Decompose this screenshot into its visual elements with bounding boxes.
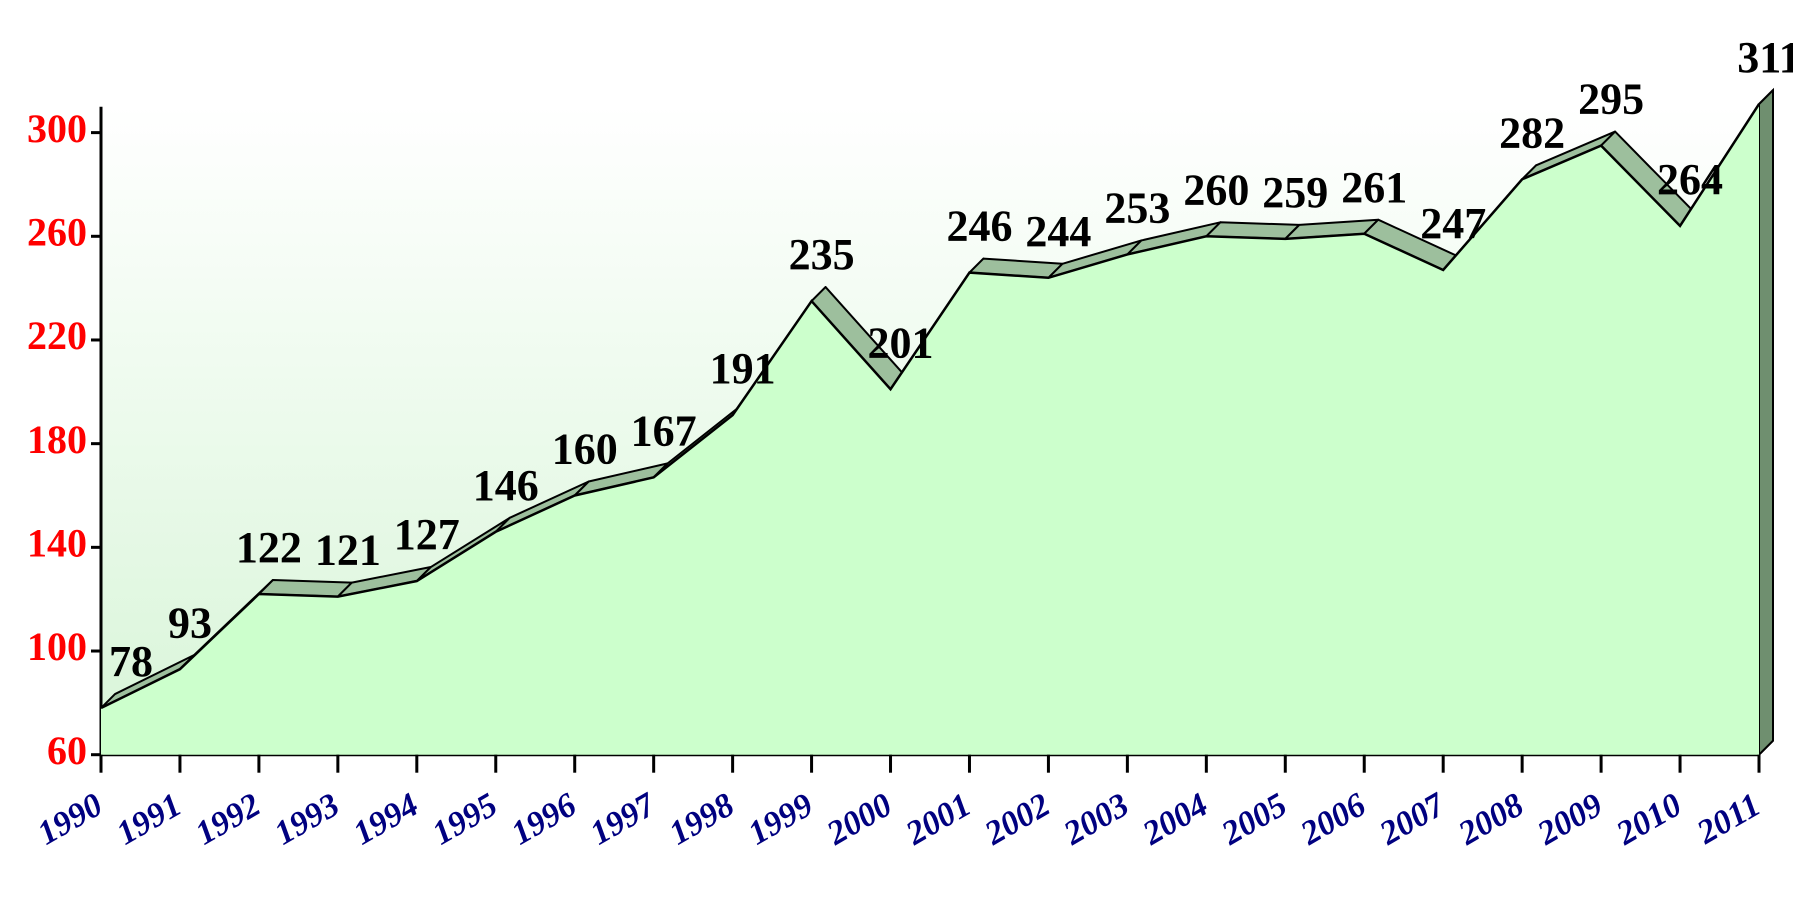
x-tick-label: 2008 bbox=[1452, 786, 1530, 853]
data-label: 160 bbox=[552, 425, 618, 474]
data-label: 121 bbox=[315, 526, 381, 575]
y-tick-label: 100 bbox=[27, 624, 87, 669]
data-label: 311 bbox=[1737, 33, 1793, 82]
area-line bbox=[100, 103, 1761, 710]
data-label: 122 bbox=[236, 523, 302, 572]
x-tick-label: 2005 bbox=[1215, 786, 1293, 853]
data-label: 261 bbox=[1341, 163, 1407, 212]
data-label: 244 bbox=[1025, 207, 1091, 256]
data-label: 146 bbox=[473, 461, 539, 510]
x-tick-label: 1996 bbox=[505, 786, 582, 852]
x-tick-label: 2010 bbox=[1610, 786, 1688, 853]
data-label: 260 bbox=[1183, 165, 1249, 214]
y-tick-label: 220 bbox=[27, 313, 87, 358]
x-tick-label: 2007 bbox=[1373, 785, 1453, 853]
data-label: 167 bbox=[631, 406, 697, 455]
data-label: 253 bbox=[1104, 184, 1170, 233]
data-label: 247 bbox=[1420, 199, 1486, 248]
x-tick-label: 1990 bbox=[32, 786, 109, 852]
x-tick-label: 1992 bbox=[189, 786, 266, 852]
y-tick-label: 140 bbox=[27, 521, 87, 566]
data-label: 259 bbox=[1262, 168, 1328, 217]
area bbox=[101, 104, 1759, 755]
y-tick-label: 260 bbox=[27, 209, 87, 254]
x-tick-label: 2002 bbox=[978, 786, 1056, 853]
x-tick-label: 1995 bbox=[426, 786, 503, 852]
x-tick-label: 2003 bbox=[1057, 786, 1135, 853]
area-side-face bbox=[1758, 87, 1774, 758]
x-tick-label: 2004 bbox=[1136, 786, 1214, 853]
y-tick-label: 300 bbox=[27, 106, 87, 151]
y-tick-label: 60 bbox=[47, 728, 87, 773]
data-label: 235 bbox=[789, 230, 855, 279]
x-tick-label: 1994 bbox=[347, 786, 424, 852]
x-tick-label: 1993 bbox=[268, 786, 345, 852]
x-tick-label: 2001 bbox=[899, 786, 977, 853]
data-label: 127 bbox=[394, 510, 460, 559]
data-label: 295 bbox=[1578, 75, 1644, 124]
x-tick-label: 1997 bbox=[584, 785, 663, 852]
data-label: 93 bbox=[168, 598, 212, 647]
x-tick-label: 2006 bbox=[1294, 786, 1372, 853]
data-label: 78 bbox=[109, 637, 153, 686]
data-label: 201 bbox=[868, 318, 934, 367]
y-tick-label: 180 bbox=[27, 417, 87, 462]
data-label: 282 bbox=[1499, 108, 1565, 157]
data-label: 264 bbox=[1657, 155, 1723, 204]
x-tick-label: 1998 bbox=[663, 786, 740, 852]
x-tick-label: 1999 bbox=[742, 786, 819, 852]
data-label: 191 bbox=[710, 344, 776, 393]
x-tick-label: 2009 bbox=[1531, 786, 1609, 853]
data-label: 246 bbox=[946, 202, 1012, 251]
x-tick-label: 2011 bbox=[1690, 786, 1767, 852]
x-tick-label: 2000 bbox=[820, 786, 898, 853]
x-tick-label: 1991 bbox=[110, 786, 187, 852]
